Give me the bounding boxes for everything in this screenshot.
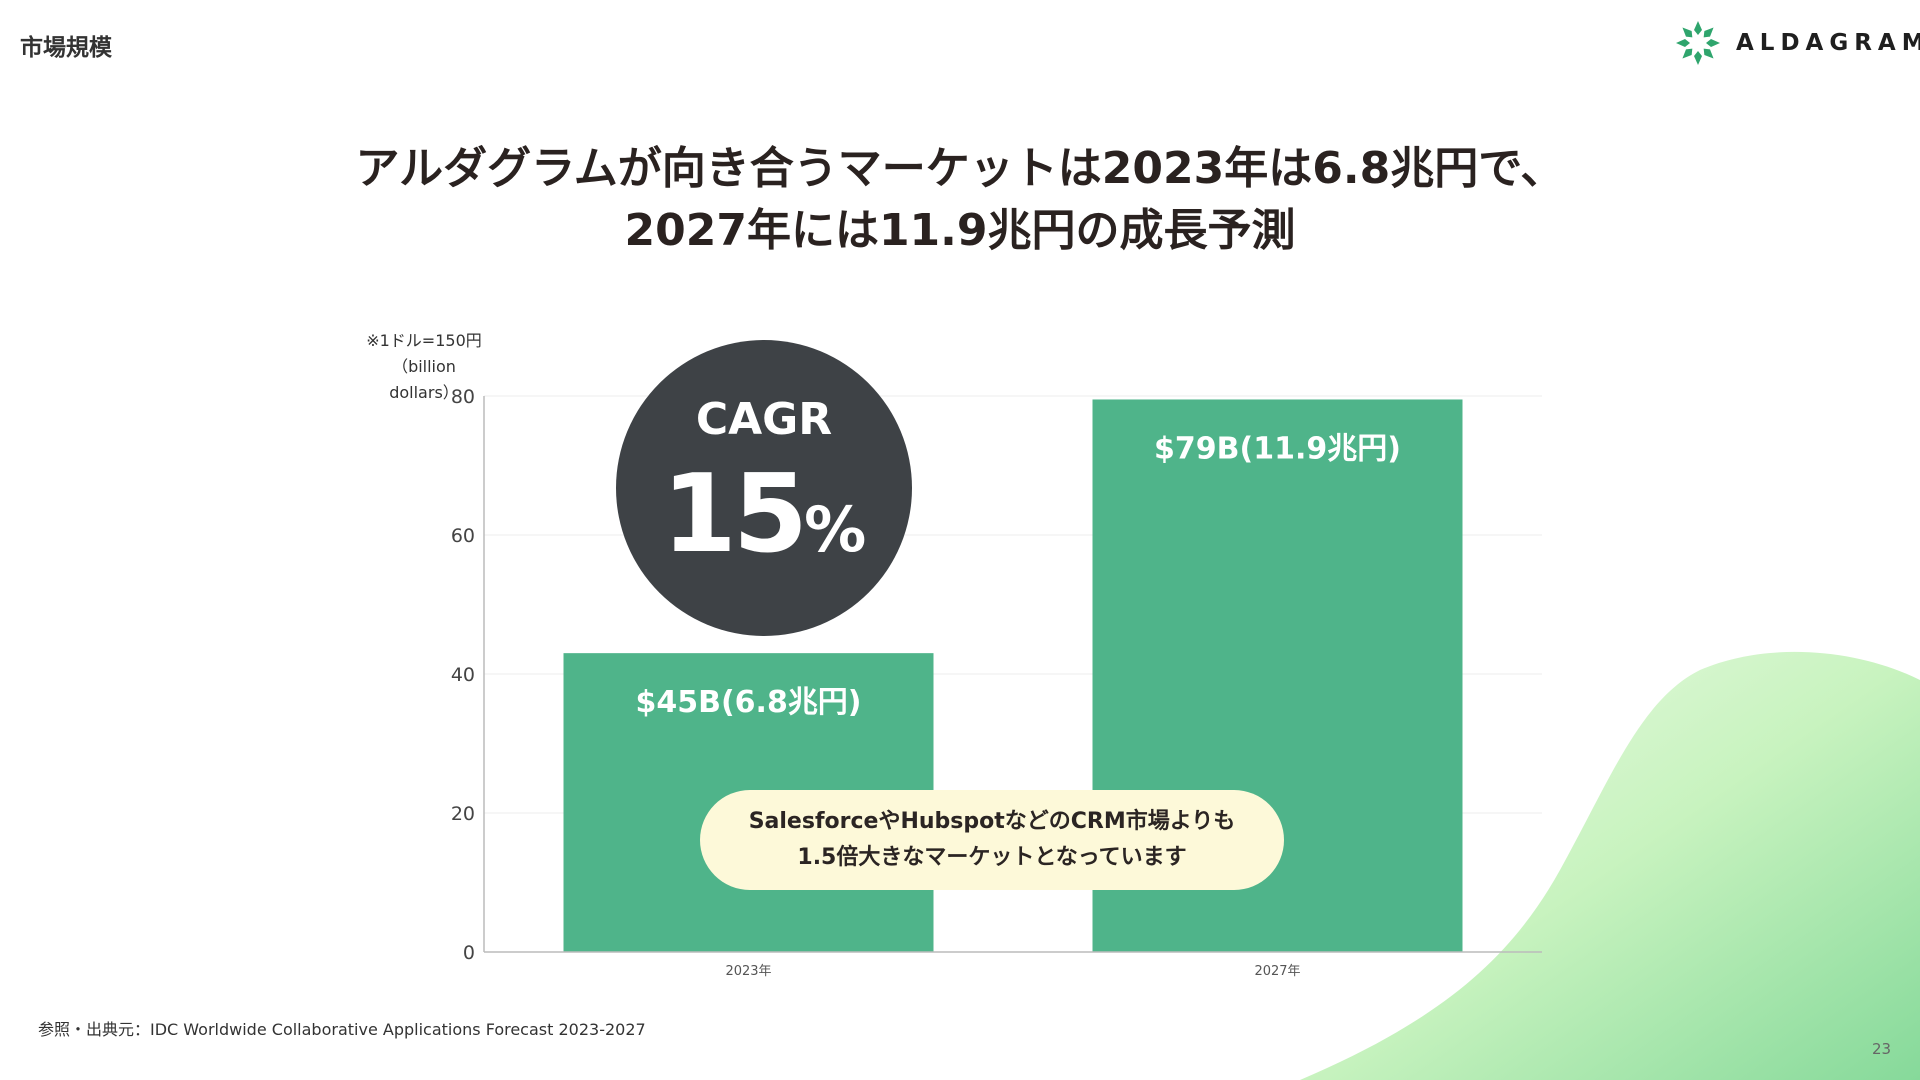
title-line-2: 2027年には11.9兆円の成長予測 (624, 205, 1296, 256)
comparison-callout: SalesforceやHubspotなどのCRM市場よりも 1.5倍大きなマーケ… (700, 790, 1284, 890)
cagr-value: 15% (616, 452, 912, 577)
title-line-1: アルダグラムが向き合うマーケットは2023年は6.8兆円で、 (355, 143, 1565, 194)
y-tick-label: 60 (451, 525, 475, 547)
cagr-label: CAGR (695, 394, 833, 445)
page-number: 23 (1872, 1040, 1892, 1058)
y-tick-label: 20 (451, 803, 475, 825)
bar-data-label: $79B(11.9兆円) (1154, 431, 1401, 466)
company-logo: ALDAGRAM (1674, 18, 1920, 68)
cagr-unit: % (804, 493, 867, 566)
y-tick-label: 80 (451, 386, 475, 408)
unit-note-rate: ※1ドル=150円 (366, 331, 482, 350)
unit-note-unit: （billion dollars） (389, 357, 459, 402)
callout-line-1: SalesforceやHubspotなどのCRM市場よりも (748, 809, 1236, 834)
logo-text: ALDAGRAM (1736, 30, 1920, 56)
page-title: アルダグラムが向き合うマーケットは2023年は6.8兆円で、 2027年には11… (0, 138, 1920, 262)
source-citation: 参照・出典元：IDC Worldwide Collaborative Appli… (38, 1020, 646, 1039)
logo-mark-icon (1676, 21, 1720, 65)
x-tick-label: 2027年 (1254, 964, 1300, 979)
x-tick-label: 2023年 (725, 964, 771, 979)
bar-data-label: $45B(6.8兆円) (635, 685, 861, 720)
cagr-number: 15 (661, 452, 808, 577)
y-tick-label: 40 (451, 664, 475, 686)
y-tick-label: 0 (463, 942, 475, 964)
callout-line-2: 1.5倍大きなマーケットとなっています (797, 845, 1187, 870)
cagr-badge: CAGR 15% (616, 340, 912, 636)
section-label: 市場規模 (20, 35, 112, 61)
unit-note: ※1ドル=150円 （billion dollars） (366, 328, 482, 406)
